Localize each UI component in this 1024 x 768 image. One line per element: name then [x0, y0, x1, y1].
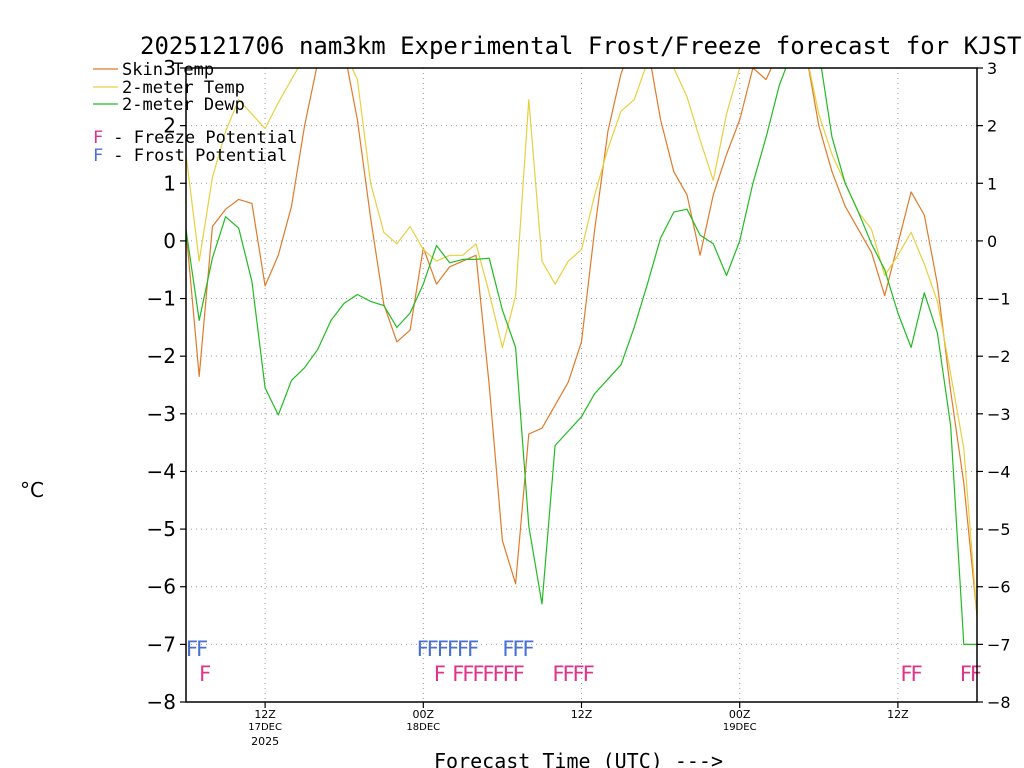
legend-frost-letter: F: [93, 146, 103, 166]
y-tick-label-right: 0: [987, 232, 997, 251]
legend-freeze-letter: F: [93, 128, 103, 148]
legend-frost-text: - Frost Potential: [103, 146, 287, 166]
y-tick-label-left: −2: [147, 344, 176, 368]
y-tick-label-left: −7: [147, 632, 176, 656]
series-line-skin-temp: [186, 68, 977, 616]
frost-potential-marker: FFFFFF: [417, 637, 478, 661]
freeze-potential-marker: FFFF: [552, 662, 593, 686]
x-tick-year: 2025: [251, 735, 279, 748]
potential-markers: FF FFFFFF FFFF F FFFFFFF FFFF FF FF: [186, 637, 983, 686]
x-tick-label: 00Z: [729, 708, 751, 721]
legend-freeze-text: - Freeze Potential: [103, 128, 297, 148]
frost-potential-marker: FF: [186, 637, 207, 661]
y-tick-label-left: 0: [163, 229, 176, 253]
y-tick-label-right: 1: [987, 174, 997, 193]
grid-lines: [186, 68, 977, 702]
chart-title: 2025121706 nam3km Experimental Frost/Fre…: [140, 32, 1021, 60]
x-tick-label: 12Z: [571, 708, 593, 721]
freeze-potential-marker: FF: [960, 662, 981, 686]
y-axis-ticks: −8 −8 −7 −7 −6 −6 −5 −5 −4 −4 −3 −3 −2 −2 −1 −1 0 0 1 1 2 2 3 3: [147, 56, 1011, 714]
y-tick-label-left: 1: [163, 171, 176, 195]
legend: Skin Temp 2-meter Temp 2-meter Dewp F - …: [93, 60, 297, 166]
y-tick-label-left: −8: [147, 690, 176, 714]
x-axis-label: Forecast Time (UTC) --->: [434, 749, 723, 768]
x-tick-date: 18DEC: [406, 722, 440, 733]
y-tick-label-right: −5: [987, 520, 1011, 539]
y-tick-label-left: −1: [147, 287, 176, 311]
y-tick-label-right: −1: [987, 290, 1011, 309]
freeze-potential-marker: F: [434, 662, 445, 686]
y-tick-label-left: 3: [163, 56, 176, 80]
y-tick-label-right: 3: [987, 59, 997, 78]
y-tick-label-left: 2: [163, 114, 176, 138]
legend-label-2m-temp: 2-meter Temp: [122, 78, 245, 98]
y-tick-label-left: −3: [147, 402, 176, 426]
y-tick-label-right: −3: [987, 405, 1011, 424]
y-tick-label-left: −6: [147, 575, 176, 599]
y-tick-label-left: −4: [147, 459, 176, 483]
freeze-potential-marker: F: [199, 662, 210, 686]
y-tick-label-left: −5: [147, 517, 176, 541]
y-tick-label-right: −2: [987, 347, 1011, 366]
y-axis-label: °C: [20, 478, 44, 502]
freeze-potential-marker: FF: [901, 662, 922, 686]
y-tick-label-right: 2: [987, 117, 997, 136]
x-tick-label: 12Z: [887, 708, 909, 721]
series-lines: [186, 68, 977, 646]
x-tick-label: 12Z: [254, 708, 276, 721]
series-line-2-meter-dewp: [186, 68, 977, 646]
x-tick-date: 17DEC: [248, 722, 282, 733]
y-tick-label-right: −6: [987, 578, 1011, 597]
legend-label-skin-temp: Skin Temp: [122, 60, 214, 80]
freeze-potential-marker: FFFFFFF: [452, 662, 523, 686]
legend-label-2m-dewp: 2-meter Dewp: [122, 95, 245, 115]
y-tick-label-right: −4: [987, 462, 1011, 481]
y-tick-label-right: −7: [987, 635, 1011, 654]
x-tick-date: 19DEC: [723, 722, 757, 733]
y-tick-label-right: −8: [987, 693, 1011, 712]
frost-potential-marker: FFF: [502, 637, 533, 661]
x-tick-label: 00Z: [413, 708, 435, 721]
